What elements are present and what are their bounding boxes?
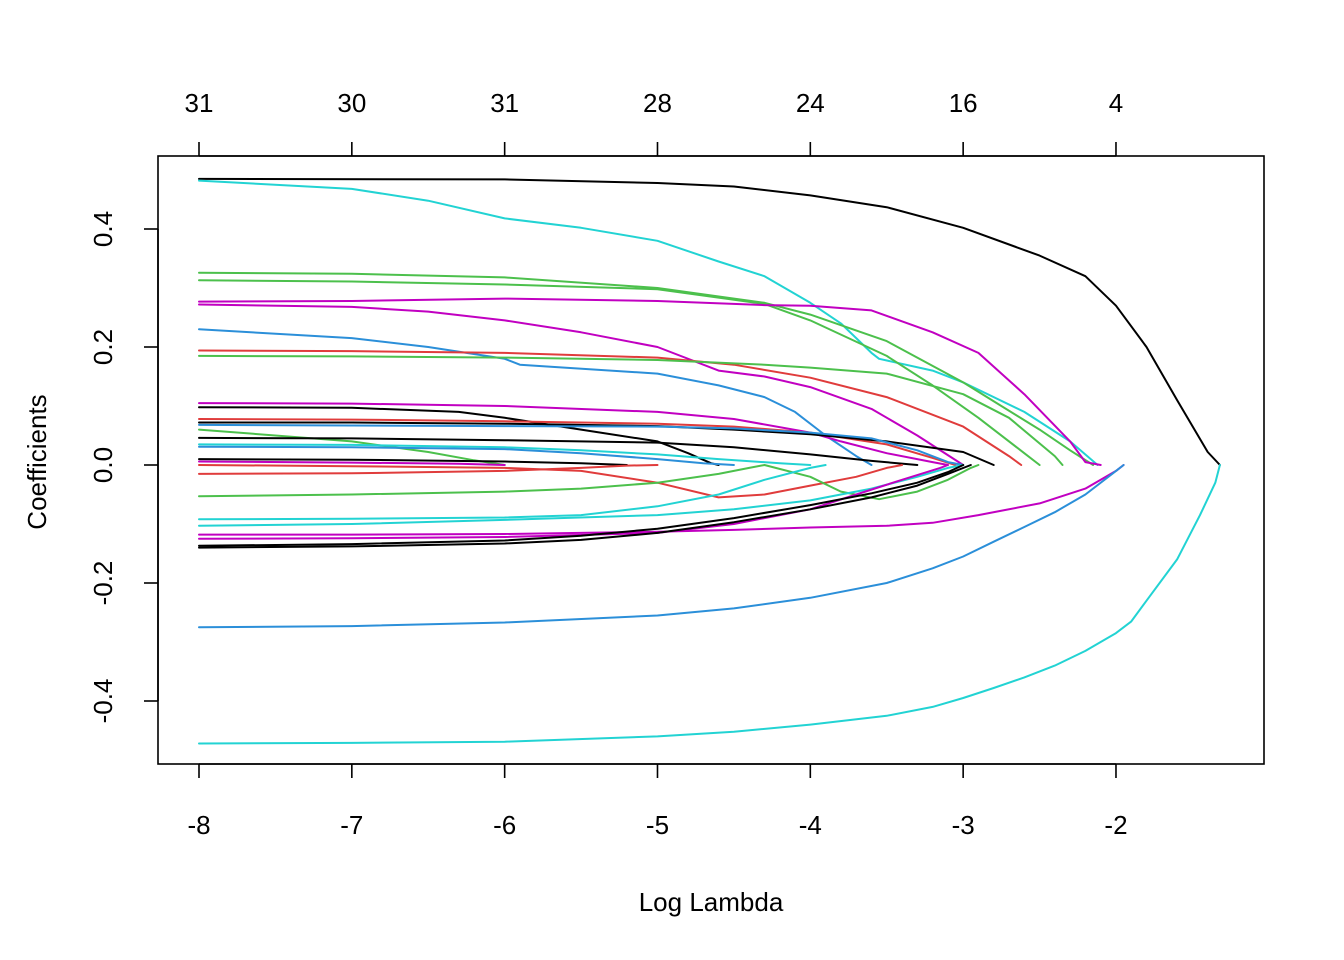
y-tick-label: 0.4	[88, 211, 118, 247]
y-tick-label: 0.2	[88, 329, 118, 365]
x-tick-label: -3	[952, 810, 975, 840]
x-tick-label: -8	[187, 810, 210, 840]
coefficient-path-28	[198, 464, 972, 549]
top-tick-label: 28	[643, 88, 672, 118]
coefficient-path-5	[198, 297, 1102, 466]
coefficient-path-10	[198, 402, 949, 466]
top-tick-label: 24	[796, 88, 825, 118]
x-tick-label: -6	[493, 810, 516, 840]
coefficient-path-3	[198, 271, 1095, 466]
coefficient-lines	[198, 177, 1221, 745]
coefficient-path-21	[198, 464, 903, 499]
coefficient-path-8	[198, 349, 1023, 466]
coefficient-path-23	[198, 464, 980, 501]
coefficient-path-25	[198, 464, 965, 527]
y-tick-label: 0.0	[88, 447, 118, 483]
x-axis: -8 -7 -6 -5 -4 -3 -2	[187, 763, 1128, 840]
coefficient-path-2	[198, 179, 1099, 466]
coefficient-path-19	[198, 458, 628, 466]
coefficient-path-13	[198, 421, 995, 466]
coefficient-path-16	[198, 436, 919, 466]
coefficient-path-18	[198, 445, 735, 466]
coefficient-path-1	[198, 177, 1221, 466]
coefficient-path-29	[198, 464, 965, 547]
y-tick-label: -0.2	[88, 561, 118, 606]
top-tick-label: 31	[490, 88, 519, 118]
x-tick-label: -2	[1104, 810, 1127, 840]
top-axis: 31 30 31 28 24 16 4	[185, 88, 1123, 157]
top-tick-label: 16	[949, 88, 978, 118]
x-axis-label: Log Lambda	[639, 887, 784, 917]
y-tick-label: -0.4	[88, 679, 118, 724]
y-axis-label: Coefficients	[22, 394, 52, 529]
x-tick-label: -5	[646, 810, 669, 840]
top-tick-label: 31	[185, 88, 214, 118]
coefficient-path-24	[198, 464, 827, 521]
coefficient-path-9	[198, 354, 1064, 466]
coefficient-path-4	[198, 279, 1041, 466]
top-tick-label: 4	[1109, 88, 1123, 118]
coefficient-path-30	[198, 464, 1125, 629]
coefficient-path-6	[198, 303, 965, 466]
coefficient-path-11	[198, 406, 720, 466]
top-tick-label: 30	[337, 88, 366, 118]
coefficient-path-26	[198, 464, 1125, 536]
x-tick-label: -7	[340, 810, 363, 840]
coefficient-path-14	[198, 423, 965, 466]
coefficient-path-12	[198, 418, 957, 466]
coefficient-path-20	[198, 460, 506, 466]
y-axis: -0.4 -0.2 0.0 0.2 0.4	[88, 211, 159, 724]
x-tick-label: -4	[799, 810, 822, 840]
coefficient-path-22	[198, 464, 659, 475]
coefficient-path-31	[198, 464, 1221, 745]
coefficient-path-17	[198, 443, 812, 466]
